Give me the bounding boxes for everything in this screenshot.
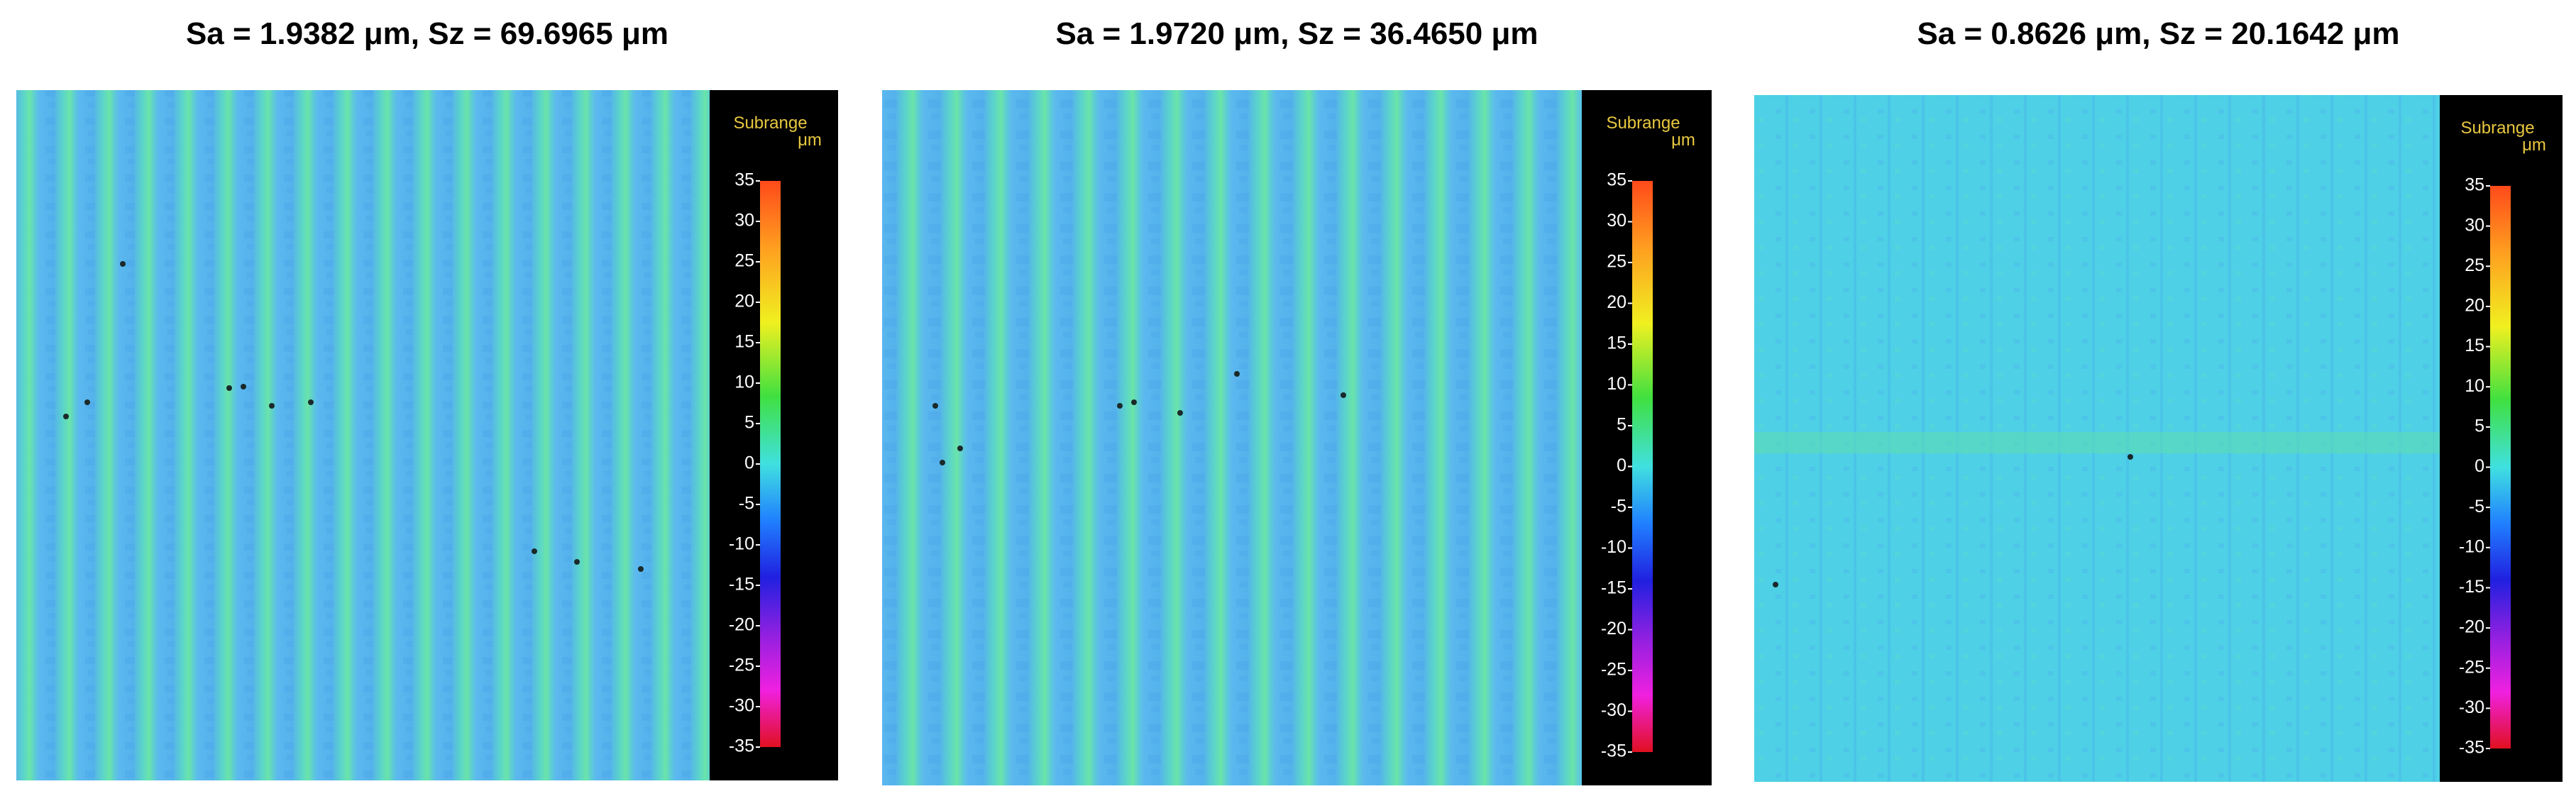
- colorbar-tick-label: 30: [734, 211, 754, 231]
- colorbar-tick-label: -10: [729, 534, 754, 554]
- defect: [1177, 410, 1183, 416]
- colorbar-tick-label: -5: [2469, 497, 2484, 516]
- defect: [1773, 582, 1778, 587]
- colorbar-tick-label: -10: [2459, 536, 2484, 556]
- defect: [63, 414, 69, 419]
- colorbar-tick-label: 0: [2475, 456, 2484, 476]
- colorbar-label: Subrange: [733, 114, 807, 133]
- defect: [932, 403, 938, 409]
- colorbar-tick-label: -15: [2459, 577, 2484, 597]
- colorbar-tick-label: 10: [734, 372, 754, 392]
- colorbar-tick-label: 25: [2465, 255, 2484, 275]
- colorbar-tick-label: -35: [729, 736, 754, 756]
- defect: [532, 548, 537, 554]
- colorbar-tick-label: 5: [2475, 416, 2484, 436]
- defect: [1341, 392, 1346, 398]
- colorbar-tick-label: -5: [1611, 497, 1626, 516]
- colorbar-tick-label: -25: [2459, 657, 2484, 677]
- colorbar: [760, 181, 781, 747]
- colorbar-tick-label: 30: [2465, 215, 2484, 235]
- colorbar-tick-label: 10: [2465, 376, 2484, 396]
- colorbar-tick-label: -30: [1601, 700, 1626, 720]
- colorbar-tick-label: -25: [729, 656, 754, 675]
- defect: [1234, 371, 1240, 377]
- defect: [957, 446, 963, 451]
- colorbar-tick-label: -35: [2459, 738, 2484, 758]
- colorbar-unit: μm: [798, 131, 822, 150]
- colorbar-tick-label: 20: [2465, 296, 2484, 316]
- defect: [269, 403, 275, 409]
- colorbar-tick-label: -20: [1601, 619, 1626, 639]
- defect: [84, 399, 90, 405]
- defect: [1117, 403, 1123, 409]
- defect: [2128, 454, 2133, 460]
- panel-title: Sa = 0.8626 μm, Sz = 20.1642 μm: [1917, 16, 2399, 51]
- colorbar-tick-label: -20: [729, 615, 754, 635]
- colorbar-tick-label: -15: [729, 575, 754, 595]
- colorbar-tick-label: 25: [734, 251, 754, 271]
- defect: [241, 384, 246, 390]
- colorbar-tick-label: 35: [1607, 170, 1626, 190]
- colorbar: [1632, 181, 1653, 752]
- colorbar-tick-label: 0: [744, 453, 754, 473]
- colorbar-unit: μm: [2522, 136, 2546, 155]
- defect: [226, 385, 232, 391]
- defect: [120, 261, 126, 267]
- colorbar-tick-label: -30: [729, 696, 754, 716]
- colorbar-tick-label: 5: [744, 413, 754, 433]
- defect: [308, 399, 314, 405]
- colorbar-tick-label: 10: [1607, 374, 1626, 394]
- defect: [1131, 399, 1137, 405]
- colorbar-tick-label: -15: [1601, 578, 1626, 598]
- colorbar-tick-label: 0: [1617, 455, 1626, 475]
- colorbar-tick-label: -35: [1601, 741, 1626, 761]
- colorbar-tick-label: 15: [2465, 336, 2484, 355]
- colorbar-tick-label: 20: [1607, 292, 1626, 312]
- colorbar-label: Subrange: [2460, 118, 2534, 138]
- colorbar-tick-label: -25: [1601, 660, 1626, 680]
- colorbar-tick-label: 15: [734, 332, 754, 352]
- colorbar-tick-label: 25: [1607, 252, 1626, 272]
- colorbar-tick-label: -30: [2459, 697, 2484, 717]
- panel-title: Sa = 1.9720 μm, Sz = 36.4650 μm: [1055, 16, 1538, 51]
- panel-title: Sa = 1.9382 μm, Sz = 69.6965 μm: [186, 16, 668, 51]
- colorbar-tick-label: 20: [734, 292, 754, 311]
- surface-band: [1754, 432, 2440, 453]
- colorbar-tick-label: 30: [1607, 211, 1626, 231]
- surface-map: [16, 90, 710, 780]
- colorbar-tick-label: 35: [2465, 175, 2484, 195]
- colorbar: [2490, 186, 2511, 748]
- colorbar-tick-label: 15: [1607, 333, 1626, 353]
- colorbar-tick-label: -20: [2459, 617, 2484, 637]
- colorbar-tick-label: 5: [1617, 415, 1626, 435]
- colorbar-tick-label: -10: [1601, 537, 1626, 557]
- colorbar-unit: μm: [1671, 131, 1695, 150]
- defect: [574, 559, 580, 565]
- colorbar-tick-label: -5: [739, 494, 754, 514]
- defect: [940, 460, 945, 465]
- colorbar-label: Subrange: [1606, 114, 1680, 133]
- surface-map: [882, 90, 1582, 785]
- colorbar-tick-label: 35: [734, 170, 754, 190]
- defect: [638, 566, 644, 572]
